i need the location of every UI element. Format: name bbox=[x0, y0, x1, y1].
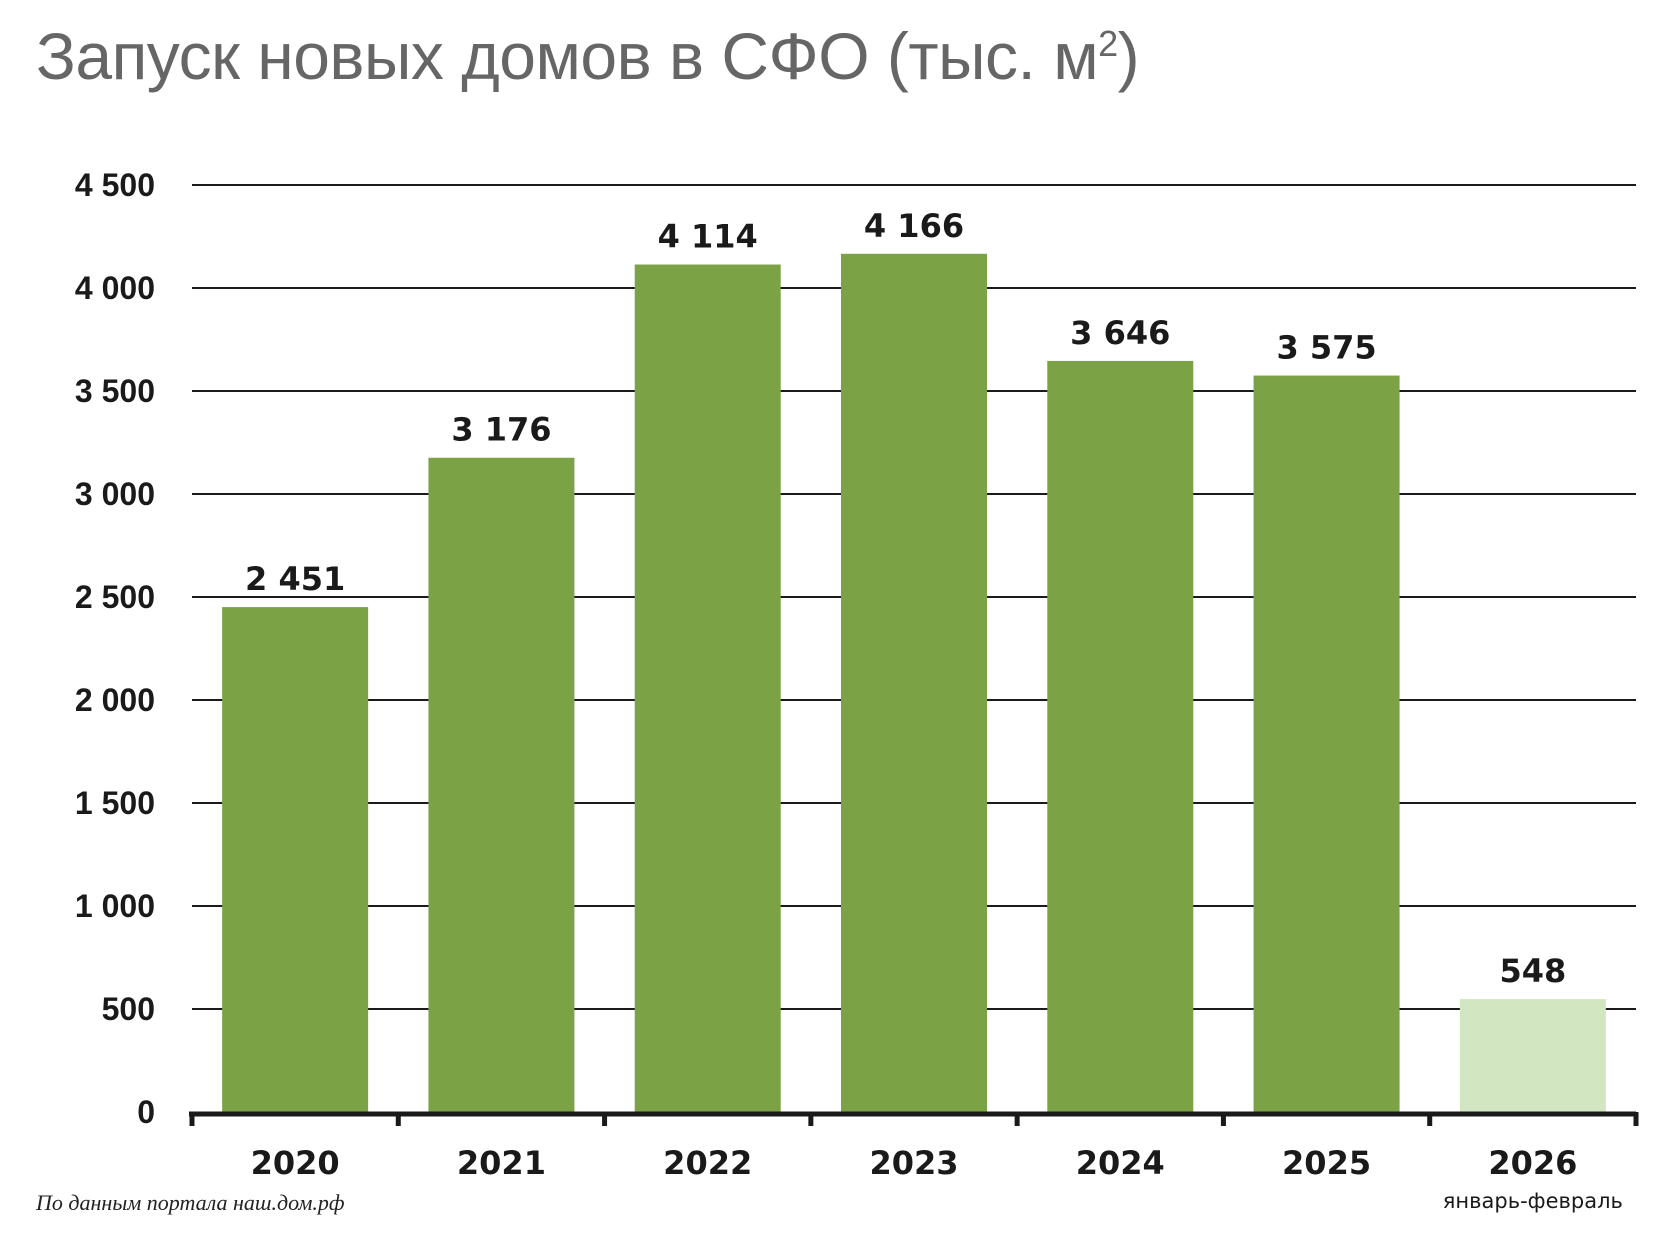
y-tick-label: 2 000 bbox=[75, 682, 155, 718]
x-tick-label: 2023 bbox=[869, 1144, 958, 1182]
x-tick-label: 2026 bbox=[1488, 1144, 1577, 1182]
y-tick-label: 4 000 bbox=[75, 270, 155, 306]
data-label: 3 646 bbox=[1070, 314, 1170, 352]
y-tick-label: 2 500 bbox=[75, 579, 155, 615]
y-tick-label: 4 500 bbox=[75, 167, 155, 203]
data-label: 3 176 bbox=[451, 411, 551, 449]
data-label: 548 bbox=[1499, 952, 1566, 990]
x-tick-label: 2020 bbox=[251, 1144, 340, 1182]
x-tick-label: 2025 bbox=[1282, 1144, 1371, 1182]
y-tick-label: 0 bbox=[137, 1094, 155, 1130]
source-note: По данным портала наш.дом.рф bbox=[36, 1190, 345, 1215]
bar bbox=[1459, 999, 1606, 1112]
bar bbox=[1047, 360, 1194, 1112]
data-label: 4 114 bbox=[658, 218, 758, 256]
data-label: 2 451 bbox=[245, 560, 345, 598]
x-tick-sublabel: январь-февраль bbox=[1443, 1189, 1623, 1213]
x-tick-label: 2024 bbox=[1076, 1144, 1165, 1182]
x-axis bbox=[189, 1111, 1639, 1126]
bar bbox=[841, 253, 987, 1112]
bar bbox=[222, 607, 369, 1112]
data-label: 4 166 bbox=[864, 207, 964, 245]
chart-title-close: ) bbox=[1117, 19, 1140, 93]
y-tick-label: 3 500 bbox=[75, 373, 155, 409]
labels: 0 500 1 000 1 500 2 000 2 500 3 000 3 500 4 000 4… bbox=[75, 167, 1623, 1213]
bar bbox=[1253, 375, 1400, 1112]
chart-title: Запуск новых домов в СФО (тыс. м2) bbox=[36, 18, 1140, 94]
x-tick-label: 2021 bbox=[457, 1144, 546, 1182]
y-tick-label: 1 500 bbox=[75, 785, 155, 821]
bar bbox=[428, 457, 575, 1112]
y-tick-label: 1 000 bbox=[75, 888, 155, 924]
bar bbox=[634, 264, 781, 1112]
chart-title-superscript: 2 bbox=[1098, 23, 1118, 64]
data-label: 3 575 bbox=[1276, 329, 1376, 367]
y-tick-label: 500 bbox=[102, 991, 155, 1027]
x-tick-label: 2022 bbox=[663, 1144, 752, 1182]
bars bbox=[222, 253, 1606, 1112]
chart-title-text: Запуск новых домов в СФО (тыс. м bbox=[36, 19, 1099, 93]
y-tick-label: 3 000 bbox=[75, 476, 155, 512]
